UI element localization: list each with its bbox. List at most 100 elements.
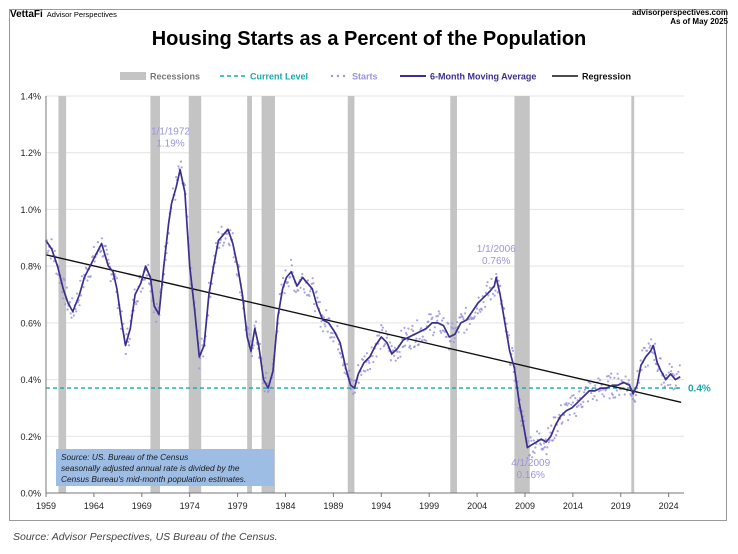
starts-dot <box>220 225 223 228</box>
starts-dot <box>89 275 92 278</box>
starts-dot <box>550 424 553 427</box>
starts-dot <box>649 344 652 347</box>
legend-label: Recessions <box>150 72 200 82</box>
starts-dot <box>673 374 676 377</box>
starts-dot <box>454 327 457 330</box>
starts-dots <box>44 160 681 460</box>
starts-dot <box>55 272 58 275</box>
x-tick-label: 2019 <box>611 501 631 511</box>
starts-dot <box>375 355 378 358</box>
starts-dot <box>543 442 546 445</box>
starts-dot <box>440 319 444 322</box>
starts-dot <box>100 237 103 240</box>
starts-dot <box>465 328 468 331</box>
starts-dot <box>403 326 406 329</box>
x-tick-label: 2014 <box>563 501 583 511</box>
starts-dot <box>462 318 465 321</box>
starts-dot <box>71 297 74 300</box>
starts-dot <box>452 327 455 330</box>
starts-dot <box>70 316 73 319</box>
starts-dot <box>552 416 555 419</box>
recession-bars <box>58 96 635 493</box>
starts-dot <box>286 281 289 284</box>
starts-dot <box>538 432 541 435</box>
x-tick-label: 1994 <box>371 501 391 511</box>
starts-dot <box>308 294 311 297</box>
starts-dot <box>491 292 495 295</box>
starts-dot <box>372 360 375 364</box>
starts-dot <box>594 384 597 387</box>
starts-dot <box>428 313 431 316</box>
starts-dot <box>468 322 471 326</box>
starts-dot <box>531 450 535 453</box>
starts-dot <box>252 344 255 347</box>
starts-dot <box>652 352 655 355</box>
starts-dot <box>516 380 519 383</box>
legend-label: Regression <box>582 72 631 82</box>
starts-dot <box>646 364 650 367</box>
starts-dot <box>489 298 492 301</box>
starts-dot <box>558 413 561 416</box>
starts-dot <box>453 337 456 340</box>
starts-dot <box>634 394 638 397</box>
starts-dot <box>149 290 152 293</box>
starts-dot <box>663 385 666 388</box>
starts-dot <box>476 307 479 310</box>
starts-dot <box>647 342 650 345</box>
starts-dot <box>125 333 128 336</box>
starts-dot <box>555 434 558 437</box>
starts-dot <box>199 357 202 360</box>
starts-dot <box>316 296 319 299</box>
starts-dot <box>593 395 596 398</box>
starts-dot <box>92 255 95 258</box>
legend-label: 6-Month Moving Average <box>430 72 536 82</box>
starts-dot <box>238 265 241 268</box>
starts-dot <box>339 352 342 355</box>
starts-dot <box>582 400 585 403</box>
starts-dot <box>228 244 231 247</box>
starts-dot <box>56 273 60 276</box>
starts-dot <box>460 313 463 316</box>
starts-dot <box>513 379 516 382</box>
starts-dot <box>410 328 413 331</box>
legend-swatch-starts-dot <box>342 74 346 78</box>
starts-dot <box>394 359 397 362</box>
starts-dot <box>404 344 407 347</box>
starts-dot <box>567 402 571 405</box>
starts-dot <box>590 391 593 395</box>
starts-dot <box>421 335 424 338</box>
starts-dot <box>494 289 497 292</box>
starts-dot <box>412 329 415 333</box>
annotation-value: 1.19% <box>156 138 184 149</box>
starts-dot <box>289 275 292 278</box>
starts-dot <box>509 363 512 366</box>
starts-dot <box>225 232 228 235</box>
starts-dot <box>602 395 606 398</box>
starts-dot <box>312 282 315 285</box>
starts-dot <box>521 410 524 413</box>
starts-dot <box>591 397 594 401</box>
recession-bar <box>150 96 160 493</box>
starts-dot <box>488 286 491 289</box>
starts-dot <box>389 359 392 362</box>
starts-dot <box>58 282 61 285</box>
starts-dot <box>437 310 440 313</box>
starts-dot <box>155 320 158 323</box>
starts-dot <box>174 198 177 201</box>
brand-sub: Advisor Perspectives <box>46 10 117 19</box>
starts-dot <box>398 350 401 354</box>
starts-dot <box>606 380 610 383</box>
starts-dot <box>109 280 112 283</box>
starts-dot <box>598 379 602 382</box>
starts-dot <box>611 393 614 396</box>
starts-dot <box>439 329 442 333</box>
starts-dot <box>345 363 349 366</box>
starts-dot <box>677 370 680 373</box>
annotation-value: 0.16% <box>517 470 545 481</box>
starts-dot <box>357 364 360 367</box>
starts-dot <box>238 291 242 294</box>
starts-dot <box>654 342 657 345</box>
starts-dot <box>476 312 479 315</box>
starts-dot <box>668 362 671 366</box>
starts-dot <box>660 383 663 386</box>
